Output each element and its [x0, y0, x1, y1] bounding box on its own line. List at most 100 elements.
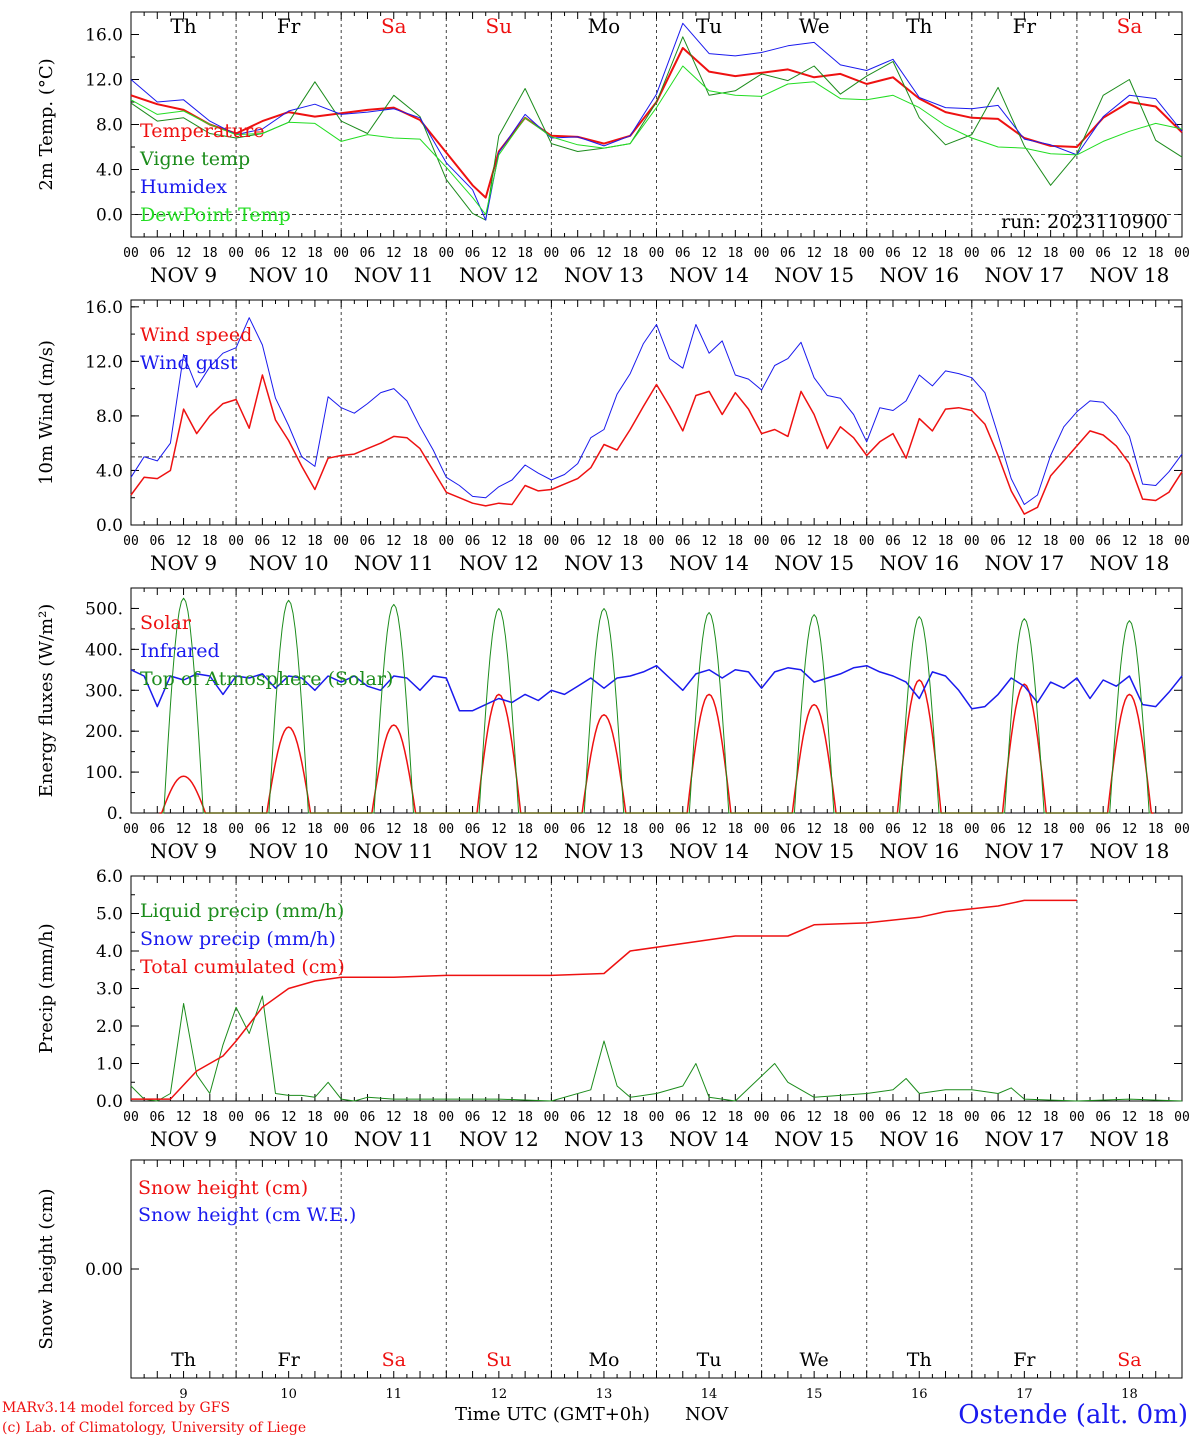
- day-label: NOV 14: [669, 263, 749, 287]
- hour-tick-label: 12: [491, 822, 507, 837]
- hour-tick-label: 06: [465, 534, 481, 549]
- hour-tick-label: 18: [622, 822, 638, 837]
- hour-tick-label: 12: [1017, 1110, 1033, 1125]
- weekday-label: Tu: [696, 14, 722, 38]
- hour-tick-label: 06: [570, 246, 586, 261]
- month-label: NOV: [685, 1404, 729, 1425]
- credit-line-2: (c) Lab. of Climatology, University of L…: [2, 1420, 307, 1436]
- y-tick-label: 0.0: [96, 1092, 123, 1112]
- hour-tick-label: 12: [701, 1110, 717, 1125]
- day-label: NOV 15: [774, 1127, 854, 1151]
- hour-tick-label: 00: [649, 246, 665, 261]
- hour-tick-label: 18: [622, 246, 638, 261]
- y-tick-label: 12.0: [85, 71, 123, 91]
- series-line-temperature: [130, 47, 1183, 199]
- hour-tick-label: 12: [701, 246, 717, 261]
- weekday-label: Mo: [588, 14, 621, 38]
- y-tick-label: 500.: [85, 599, 123, 619]
- day-label: NOV 13: [564, 263, 644, 287]
- legend-entry: Temperature: [140, 120, 264, 142]
- hour-tick-label: 12: [1122, 246, 1138, 261]
- hour-tick-label: 12: [1017, 246, 1033, 261]
- hour-tick-label: 18: [517, 534, 533, 549]
- hour-tick-label: 00: [754, 246, 770, 261]
- hour-tick-label: 00: [754, 822, 770, 837]
- hour-tick-label: 18: [622, 534, 638, 549]
- series-line-wind-gust: [130, 317, 1183, 505]
- day-label: NOV 12: [459, 1127, 539, 1151]
- legend-entry: Vigne temp: [139, 148, 250, 170]
- hour-tick-label: 00: [123, 246, 139, 261]
- hour-tick-label: 00: [333, 246, 349, 261]
- day-number-label: 16: [911, 1387, 928, 1402]
- weekday-label: Sa: [382, 1349, 406, 1371]
- hour-tick-label: 06: [675, 1110, 691, 1125]
- legend-entry: Snow height (cm W.E.): [138, 1204, 356, 1226]
- hour-tick-label: 00: [438, 246, 454, 261]
- hour-tick-label: 12: [1122, 822, 1138, 837]
- day-label: NOV 12: [459, 839, 539, 863]
- weekday-label: Th: [907, 1349, 932, 1371]
- y-tick-label: 2.0: [96, 1017, 123, 1037]
- weekday-label: We: [800, 1349, 829, 1371]
- hour-tick-label: 18: [1043, 1110, 1059, 1125]
- hour-tick-label: 00: [1174, 534, 1190, 549]
- hour-tick-label: 06: [990, 246, 1006, 261]
- day-label: NOV 12: [459, 551, 539, 575]
- hour-tick-label: 06: [675, 246, 691, 261]
- hour-tick-label: 12: [701, 822, 717, 837]
- day-number-label: 15: [806, 1387, 823, 1402]
- hour-tick-label: 00: [544, 246, 560, 261]
- hour-tick-label: 18: [1148, 1110, 1164, 1125]
- day-label: NOV 14: [669, 839, 749, 863]
- hour-tick-label: 00: [859, 534, 875, 549]
- hour-tick-label: 06: [360, 822, 376, 837]
- hour-tick-label: 12: [281, 1110, 297, 1125]
- panel-frame: [130, 587, 1183, 814]
- hour-tick-label: 00: [1174, 822, 1190, 837]
- hour-tick-label: 00: [964, 246, 980, 261]
- day-label: NOV 18: [1090, 1127, 1170, 1151]
- run-label: run: 2023110900: [1001, 211, 1168, 233]
- day-number-label: 12: [491, 1387, 508, 1402]
- panel-precip: 0.0 1.0 2.0 3.0 4.0 5.0 6.0 Precip (mm/h) Liquid…: [36, 867, 1190, 1151]
- hour-tick-label: 06: [255, 534, 271, 549]
- hour-tick-label: 00: [754, 1110, 770, 1125]
- hour-tick-label: 06: [885, 1110, 901, 1125]
- hour-tick-label: 12: [386, 246, 402, 261]
- legend-entry: Humidex: [140, 176, 227, 198]
- hour-tick-label: 18: [412, 1110, 428, 1125]
- hour-tick-label: 12: [281, 534, 297, 549]
- series-line-vigne-temp: [130, 36, 1183, 221]
- weekday-label: Fr: [278, 1349, 301, 1371]
- hour-tick-label: 18: [1043, 534, 1059, 549]
- y-tick-label: 3.0: [96, 980, 123, 1000]
- hour-tick-label: 06: [780, 1110, 796, 1125]
- day-label: NOV 17: [984, 839, 1064, 863]
- hour-tick-label: 00: [333, 534, 349, 549]
- hour-tick-label: 00: [228, 534, 244, 549]
- y-tick-label: 8.0: [96, 407, 123, 427]
- y-tick-label: 4.0: [96, 942, 123, 962]
- y-tick-label: 0.0: [96, 516, 123, 536]
- hour-tick-label: 18: [1148, 534, 1164, 549]
- y-tick-label: 12.0: [85, 352, 123, 372]
- y-tick-label: 16.0: [85, 26, 123, 46]
- hour-tick-label: 00: [333, 822, 349, 837]
- weekday-label: Fr: [277, 14, 301, 38]
- day-label: NOV 16: [879, 1127, 959, 1151]
- day-label: NOV 10: [249, 263, 329, 287]
- hour-tick-label: 18: [1043, 246, 1059, 261]
- hour-tick-label: 18: [938, 246, 954, 261]
- hour-tick-label: 06: [360, 1110, 376, 1125]
- panel-flux: 0. 100. 200. 300. 400. 500. Energy fluxes (W/m…: [36, 587, 1190, 863]
- day-label: NOV 12: [459, 263, 539, 287]
- hour-tick-label: 12: [1017, 822, 1033, 837]
- day-label: NOV 11: [354, 839, 434, 863]
- panel-temp: 0.0 4.0 8.0 12.0 16.0 2m Temp. (°C) Temperatur…: [36, 11, 1190, 287]
- legend-entry: Snow height (cm): [138, 1177, 308, 1199]
- hour-tick-label: 12: [281, 246, 297, 261]
- y-tick-label: 5.0: [96, 905, 123, 925]
- legend-entry: Snow precip (mm/h): [140, 928, 336, 950]
- series-line-total-cumulated-cm: [131, 899, 1077, 1100]
